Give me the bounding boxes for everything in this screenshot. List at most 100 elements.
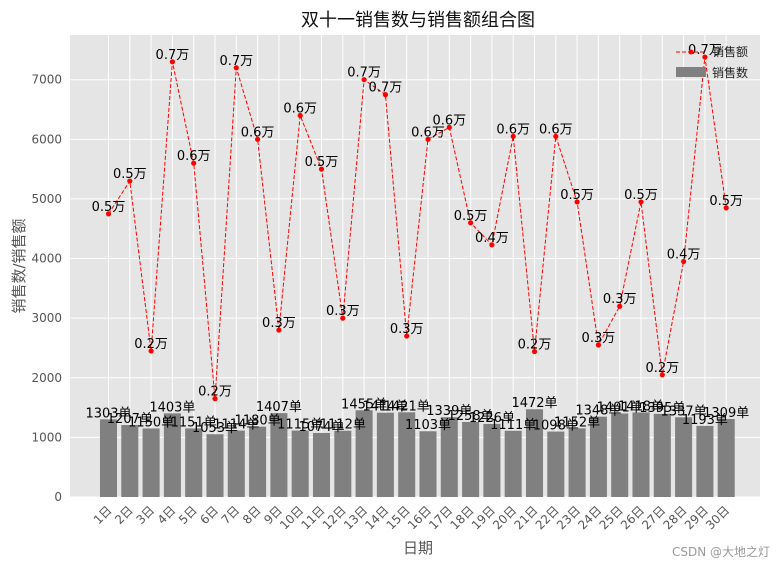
bar-data-label: 1112单 xyxy=(320,418,366,433)
line-point xyxy=(318,166,325,172)
bar xyxy=(547,431,565,497)
legend-bar-swatch xyxy=(676,67,706,77)
bar xyxy=(483,423,501,497)
bar-data-label: 1303单 xyxy=(85,406,131,421)
y-axis-label: 销售数/销售额 xyxy=(10,218,28,313)
bar-data-label: 1150单 xyxy=(128,415,174,430)
line-point xyxy=(425,136,431,142)
line-data-label: 0.4万 xyxy=(667,248,701,263)
bar xyxy=(589,416,607,497)
bar-data-label: 1395单 xyxy=(639,401,685,416)
bar xyxy=(419,431,437,497)
line-data-labels: 0.5万 0.5万 0.2万 0.7万 0.6万 0.2万 0.7万 0.6万 0.3万 0.6万… xyxy=(92,43,743,400)
x-tick-label: 4日 xyxy=(155,503,179,527)
line-data-label: 0.7万 xyxy=(369,81,403,96)
bar-data-label: 1418单 xyxy=(618,399,664,414)
line-data-label: 0.2万 xyxy=(198,385,232,400)
line-point xyxy=(446,124,452,130)
legend-line-marker xyxy=(688,49,694,55)
line-data-label: 0.5万 xyxy=(624,188,658,203)
bar xyxy=(568,428,586,497)
bar-data-label: 1339单 xyxy=(426,404,472,419)
line-data-label: 0.2万 xyxy=(518,338,552,353)
line-point xyxy=(105,211,112,217)
line-point xyxy=(638,199,644,205)
line-data-label: 0.3万 xyxy=(582,331,616,346)
y-tick-label: 7000 xyxy=(31,73,62,87)
line-point xyxy=(148,348,154,354)
bar-series xyxy=(99,409,735,497)
chart-title: 双十一销售数与销售额组合图 xyxy=(301,10,535,31)
line-data-label: 0.7万 xyxy=(219,54,253,69)
line-point xyxy=(489,242,495,248)
bar xyxy=(696,425,714,497)
bar-data-label: 1180单 xyxy=(235,414,281,429)
y-tick-label: 5000 xyxy=(31,192,62,206)
line-data-label: 0.5万 xyxy=(560,188,594,203)
line-data-label: 0.4万 xyxy=(475,231,509,246)
bar-data-label: 1103单 xyxy=(405,418,451,433)
bar xyxy=(675,417,693,497)
bar xyxy=(99,419,118,497)
bar xyxy=(462,422,480,497)
bar xyxy=(653,413,671,497)
bar xyxy=(291,430,309,497)
line-data-label: 0.5万 xyxy=(709,194,743,209)
sales-amount-line xyxy=(108,56,727,399)
y-tick-label: 2000 xyxy=(31,371,62,385)
y-axis-ticks: 0 1000 2000 3000 4000 5000 6000 7000 xyxy=(31,73,62,504)
line-point xyxy=(617,303,623,309)
x-tick-label: 30日 xyxy=(703,503,732,532)
line-point xyxy=(595,342,602,348)
line-point xyxy=(553,133,559,139)
bar-data-label: 1258单 xyxy=(448,409,494,424)
line-data-label: 0.7万 xyxy=(156,48,190,63)
legend: 销售额 销售数 xyxy=(676,44,748,80)
watermark: CSDN @大地之灯 xyxy=(672,545,770,559)
bar xyxy=(398,412,416,497)
line-point xyxy=(212,396,218,402)
bar-data-label: 1152单 xyxy=(554,415,600,430)
y-tick-label: 3000 xyxy=(31,311,62,325)
line-point xyxy=(468,220,474,226)
line-point xyxy=(382,92,388,98)
line-point xyxy=(510,133,516,139)
bar xyxy=(355,410,373,497)
bar xyxy=(142,428,160,497)
bar-data-label: 1115单 xyxy=(277,418,323,433)
bar xyxy=(334,430,352,497)
line-data-label: 0.6万 xyxy=(539,122,573,137)
bar-data-label: 1226单 xyxy=(469,411,515,426)
legend-label-sales-amount: 销售额 xyxy=(712,44,748,59)
bar xyxy=(185,428,203,497)
bar xyxy=(121,425,139,497)
bar xyxy=(227,430,245,497)
x-tick-label: 3日 xyxy=(133,503,157,527)
line-point xyxy=(169,59,175,65)
x-tick-label: 2日 xyxy=(112,503,136,527)
line-data-label: 0.3万 xyxy=(326,304,360,319)
line-point xyxy=(340,315,346,321)
line-point xyxy=(681,258,687,265)
line-data-label: 0.5万 xyxy=(305,155,339,170)
bar-data-label: 1407单 xyxy=(256,400,302,415)
bar xyxy=(440,417,458,497)
line-data-label: 0.6万 xyxy=(496,122,530,137)
bar xyxy=(525,409,544,497)
line-point xyxy=(723,205,729,211)
line-point xyxy=(233,65,239,71)
x-tick-label: 6日 xyxy=(197,503,221,527)
bar-data-label: 1053单 xyxy=(192,421,238,436)
line-data-label: 0.5万 xyxy=(113,167,147,182)
bar xyxy=(206,434,224,497)
x-tick-label: 5日 xyxy=(176,503,200,527)
bar xyxy=(632,412,650,497)
bar-data-label: 1207单 xyxy=(107,412,153,427)
line-data-label: 0.6万 xyxy=(177,149,211,164)
bar-data-label: 1455单 xyxy=(341,397,387,412)
x-axis-label: 日期 xyxy=(403,539,433,557)
line-point xyxy=(361,77,367,83)
bar xyxy=(163,413,181,497)
line-data-label: 0.6万 xyxy=(432,113,466,128)
